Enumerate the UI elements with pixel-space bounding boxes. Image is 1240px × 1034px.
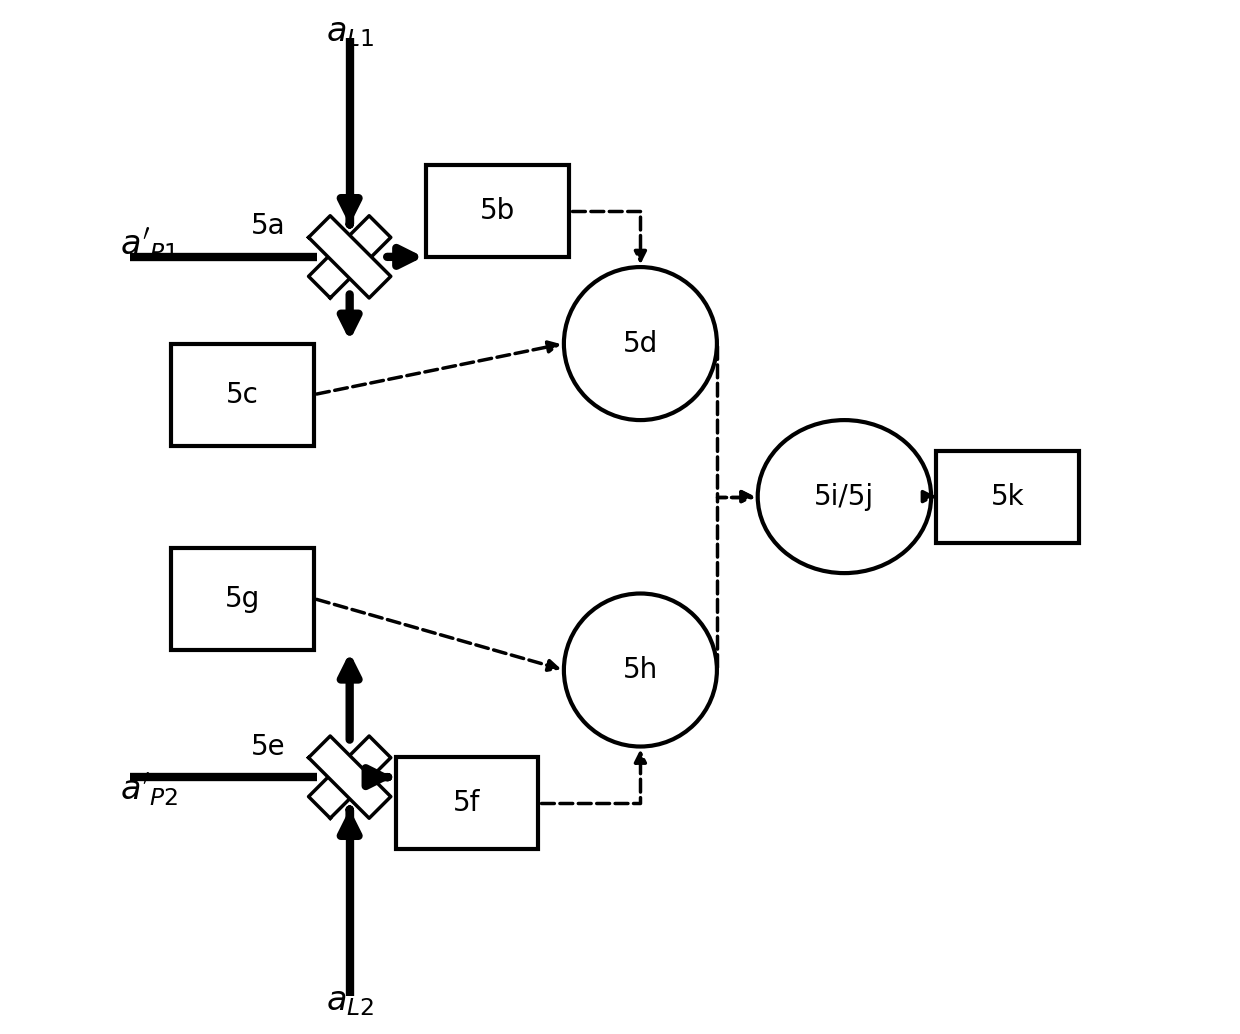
Text: 5k: 5k <box>991 483 1024 511</box>
Ellipse shape <box>564 594 717 747</box>
Text: 5a: 5a <box>250 212 285 240</box>
Text: $a_{L1}$: $a_{L1}$ <box>326 16 373 49</box>
Text: 5g: 5g <box>224 584 260 612</box>
Bar <box>396 757 538 849</box>
Polygon shape <box>309 736 391 818</box>
Text: $a'_{P2}$: $a'_{P2}$ <box>120 771 179 808</box>
Polygon shape <box>309 736 391 818</box>
Polygon shape <box>309 216 391 298</box>
Bar <box>171 548 314 649</box>
Text: 5i/5j: 5i/5j <box>815 483 874 511</box>
Text: $a'_{P1}$: $a'_{P1}$ <box>120 226 179 263</box>
Text: 5h: 5h <box>622 656 658 685</box>
Text: 5d: 5d <box>622 330 658 358</box>
Text: 5b: 5b <box>480 196 515 225</box>
Bar <box>427 165 569 256</box>
Bar <box>171 343 314 446</box>
Ellipse shape <box>564 267 717 420</box>
Text: 5f: 5f <box>454 789 481 817</box>
Text: 5c: 5c <box>226 381 259 408</box>
Text: $a_{L2}$: $a_{L2}$ <box>326 985 373 1018</box>
Text: 5e: 5e <box>250 732 285 761</box>
Ellipse shape <box>758 420 931 573</box>
Polygon shape <box>309 216 391 298</box>
Bar <box>936 451 1079 543</box>
